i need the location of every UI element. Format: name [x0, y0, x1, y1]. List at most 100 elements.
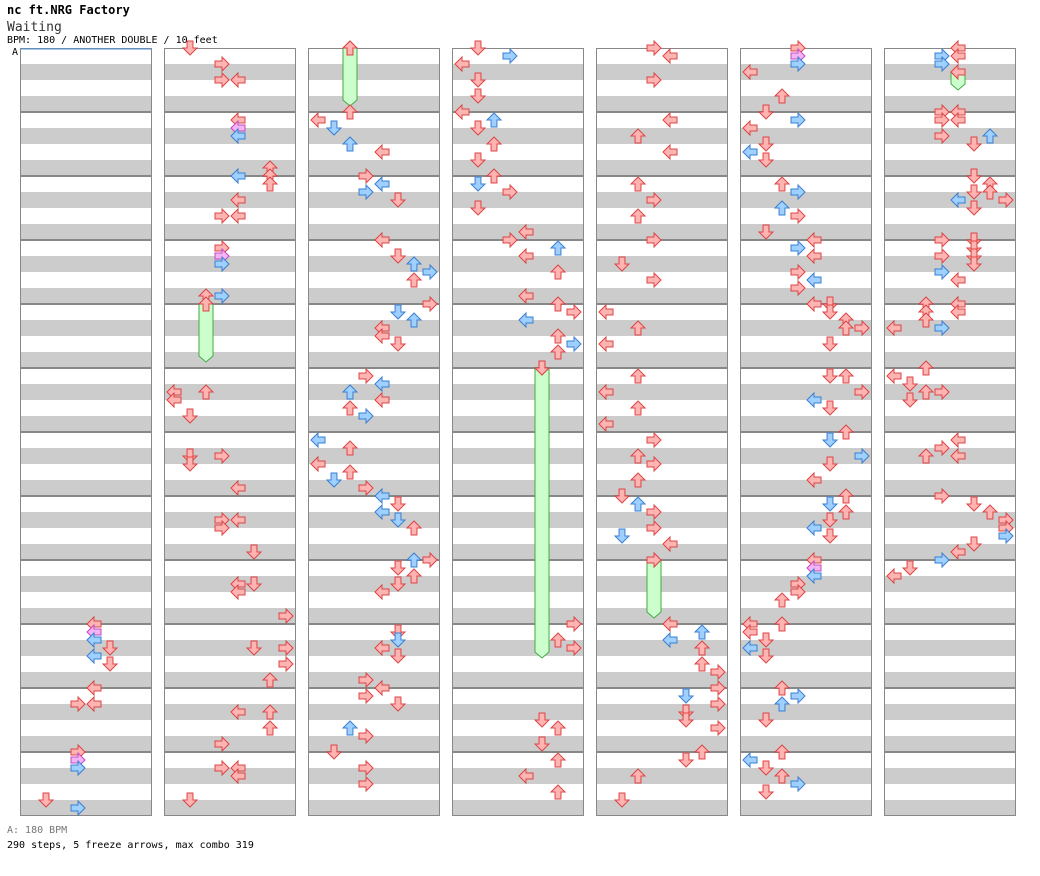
arrow-right-icon — [566, 615, 582, 633]
arrow-down-icon — [965, 136, 983, 152]
arrow-right-icon — [646, 231, 662, 249]
arrow-left-icon — [806, 271, 822, 289]
arrow-left-icon — [662, 615, 678, 633]
beat-stripe — [596, 272, 728, 288]
measure-box — [20, 560, 152, 624]
beat-stripe — [164, 256, 296, 272]
beat-stripe — [884, 112, 1016, 128]
beat-stripe — [884, 752, 1016, 768]
beat-stripe — [596, 608, 728, 624]
arrow-left-icon — [374, 175, 390, 193]
beat-stripe — [164, 624, 296, 640]
arrow-down-icon — [469, 72, 487, 88]
arrow-up-icon — [341, 40, 359, 56]
freeze-arrow — [646, 559, 662, 619]
chart-info: BPM: 180 / ANOTHER DOUBLE / 10 feet — [7, 35, 218, 46]
beat-stripe — [596, 96, 728, 112]
arrow-up-icon — [341, 400, 359, 416]
beat-stripe — [308, 560, 440, 576]
arrow-left-icon — [230, 191, 246, 209]
beat-stripe — [308, 656, 440, 672]
measure-box — [596, 368, 728, 432]
arrow-right-icon — [854, 319, 870, 337]
arrow-right-icon — [566, 303, 582, 321]
beat-stripe — [740, 512, 872, 528]
measure-box — [740, 368, 872, 432]
arrow-down-icon — [469, 176, 487, 192]
beat-stripe — [308, 336, 440, 352]
arrow-left-icon — [598, 303, 614, 321]
arrow-down-icon — [181, 792, 199, 808]
beat-stripe — [452, 320, 584, 336]
arrow-left-icon — [518, 767, 534, 785]
arrow-up-icon — [549, 632, 567, 648]
beat-stripe — [452, 512, 584, 528]
beat-stripe — [164, 768, 296, 784]
arrow-down-icon — [389, 696, 407, 712]
beat-stripe — [452, 688, 584, 704]
beat-stripe — [884, 768, 1016, 784]
arrow-right-icon — [214, 519, 230, 537]
beat-stripe — [308, 464, 440, 480]
measure-box — [164, 368, 296, 432]
beat-stripe — [308, 720, 440, 736]
beat-stripe — [884, 384, 1016, 400]
beat-stripe — [20, 560, 152, 576]
beat-stripe — [308, 704, 440, 720]
beat-stripe — [596, 208, 728, 224]
arrow-left-icon — [886, 319, 902, 337]
beat-stripe — [20, 320, 152, 336]
arrow-left-icon — [374, 375, 390, 393]
arrow-down-icon — [821, 304, 839, 320]
beat-stripe — [452, 672, 584, 688]
arrow-down-icon — [469, 152, 487, 168]
beat-stripe — [884, 624, 1016, 640]
beat-stripe — [452, 288, 584, 304]
beat-stripe — [164, 320, 296, 336]
beat-stripe — [164, 432, 296, 448]
arrow-right-icon — [710, 695, 726, 713]
arrow-up-icon — [917, 360, 935, 376]
arrow-down-icon — [613, 528, 631, 544]
arrow-right-icon — [998, 527, 1014, 545]
beat-stripe — [740, 608, 872, 624]
arrow-down-icon — [469, 40, 487, 56]
beat-stripe — [20, 432, 152, 448]
measure-box — [164, 240, 296, 304]
arrow-right-icon — [358, 775, 374, 793]
arrow-left-icon — [742, 623, 758, 641]
arrow-right-icon — [358, 183, 374, 201]
arrow-left-icon — [662, 631, 678, 649]
arrow-right-icon — [214, 255, 230, 273]
arrow-up-icon — [341, 136, 359, 152]
beat-stripe — [20, 160, 152, 176]
beat-stripe — [596, 176, 728, 192]
arrow-right-icon — [422, 263, 438, 281]
beat-stripe — [452, 576, 584, 592]
arrow-down-icon — [101, 656, 119, 672]
beat-stripe — [596, 544, 728, 560]
arrow-down-icon — [389, 648, 407, 664]
beat-stripe — [884, 160, 1016, 176]
beat-stripe — [740, 768, 872, 784]
arrow-up-icon — [629, 368, 647, 384]
beat-stripe — [452, 768, 584, 784]
beat-stripe — [884, 288, 1016, 304]
beat-stripe — [884, 496, 1016, 512]
beat-stripe — [20, 656, 152, 672]
beat-stripe — [740, 624, 872, 640]
beat-stripe — [884, 608, 1016, 624]
arrow-right-icon — [998, 191, 1014, 209]
arrow-up-icon — [549, 328, 567, 344]
beat-stripe — [452, 384, 584, 400]
arrow-down-icon — [613, 488, 631, 504]
beat-stripe — [308, 432, 440, 448]
beat-stripe — [20, 400, 152, 416]
arrow-down-icon — [613, 792, 631, 808]
measure-box — [452, 48, 584, 112]
arrow-down-icon — [821, 496, 839, 512]
beat-stripe — [20, 576, 152, 592]
arrow-up-icon — [549, 344, 567, 360]
arrow-right-icon — [566, 639, 582, 657]
beat-stripe — [20, 128, 152, 144]
